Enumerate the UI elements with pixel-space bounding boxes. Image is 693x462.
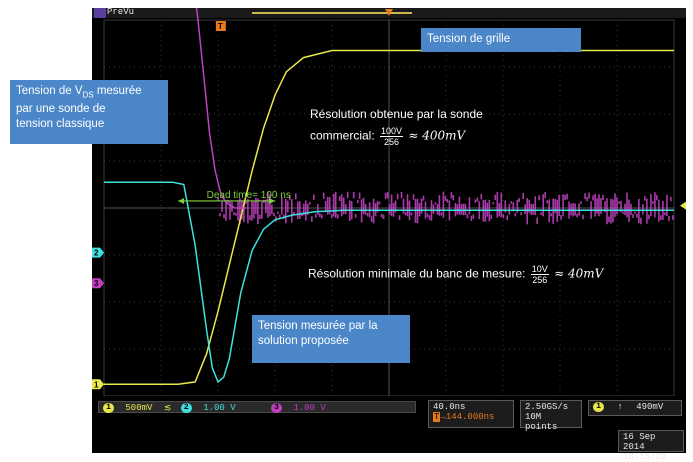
ch1-ground-marker-label: 1 (94, 380, 99, 389)
dead-time-arrowhead-left (178, 197, 185, 204)
trigger-channel-badge: 1 (593, 402, 604, 412)
resolution-min-fraction: 10V 256 (530, 264, 549, 285)
callout-proposed-solution: Tension mesurée par la solution proposée (252, 315, 410, 363)
datetime-box: 16 Sep 2014 18:15:20 (618, 430, 684, 462)
callout-vds-classic-probe: Tension de VDS mesurée par une sonde de … (10, 80, 168, 144)
resolution-probe-annotation: Résolution obtenue par la sonde commerci… (310, 107, 483, 147)
ch2-ground-marker (92, 247, 104, 258)
dead-time-label: Dead time= 100 ns (207, 190, 291, 201)
series-vds-classic-probe (195, 8, 247, 209)
mode-label: PreVu (107, 7, 135, 17)
acquisition-box: 2.50GS/s 10M points (520, 400, 582, 432)
ch1-scale: 500mV (125, 403, 153, 413)
ch3-ground-marker-label: 3 (94, 279, 99, 288)
trigger-level: 490mV (636, 402, 664, 413)
trigger-time-marker (215, 21, 226, 31)
ch2-badge: 2 (180, 402, 192, 413)
trigger-slope-icon: ↑ (617, 402, 623, 413)
trigger-position-icon: T (433, 412, 441, 422)
ch3-scale: 1.00 V (293, 403, 326, 413)
channel-markers: 1 2 3 T (92, 9, 686, 390)
waveform-traces: Dead time= 100 ns (104, 8, 674, 386)
resolution-min-annotation: Résolution minimale du banc de mesure: 1… (308, 264, 604, 285)
series-proposed-solution (104, 181, 674, 384)
ch2-scale: 1.00 V (203, 403, 236, 413)
bandwidth-icon: ≲ (163, 403, 172, 413)
trigger-level-marker (680, 201, 686, 210)
channel-bar: 1 500mV ≲ 2 1.00 V 3 1.00 V (98, 401, 416, 413)
trigger-box: 1 ↑ 490mV (588, 400, 682, 416)
scope-settings-bar: 1 500mV ≲ 2 1.00 V 3 1.00 V 40.0ns T→144… (92, 396, 686, 462)
trigger-arrow-icon: → (440, 412, 446, 422)
ch1-ground-marker (92, 379, 104, 390)
timebase-box: 40.0ns T→144.000ns (428, 400, 514, 428)
tek-logo (94, 8, 106, 18)
ch3-ground-marker (92, 278, 104, 289)
timebase-position: 144.000ns (445, 412, 495, 422)
dead-time-arrowhead-right (269, 197, 275, 204)
trigger-time-marker-label: T (218, 22, 223, 31)
ch3-badge: 3 (271, 402, 282, 413)
callout-grid-voltage: Tension de grille (421, 28, 581, 52)
resolution-probe-fraction: 100V 256 (380, 126, 404, 147)
ch1-badge: 1 (103, 402, 114, 413)
oscilloscope-display: PreVu Dead time= 100 ns 1 2 3 T Tension de … (92, 7, 686, 462)
record-center-marker (385, 9, 393, 16)
ch2-ground-marker-label: 2 (94, 249, 99, 258)
record-length-indicator (252, 12, 412, 14)
